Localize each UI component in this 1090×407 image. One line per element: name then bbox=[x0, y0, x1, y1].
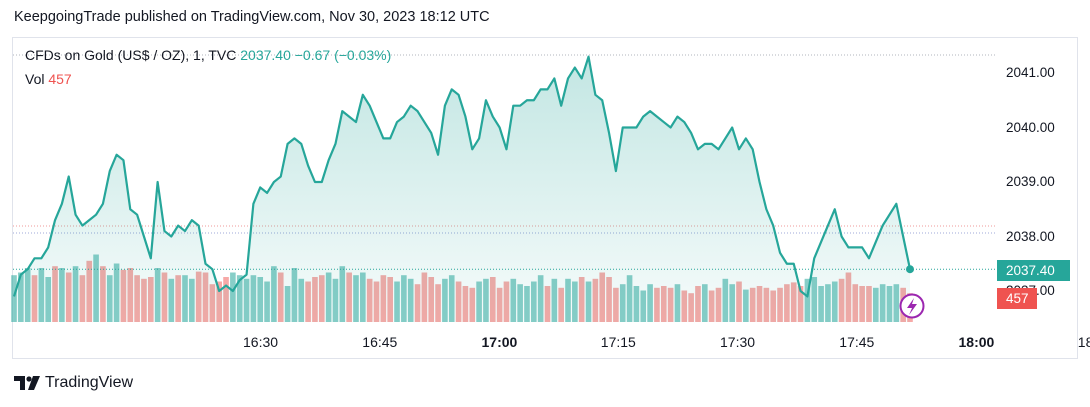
last-price-marker-group bbox=[906, 265, 914, 274]
x-tick-label: 16:45 bbox=[362, 334, 398, 350]
y-tick-label: 2039.00 bbox=[1006, 174, 1055, 189]
x-tick-label: 17:15 bbox=[600, 334, 636, 350]
volume-value: 457 bbox=[48, 71, 72, 87]
x-tick-label: 17:30 bbox=[720, 334, 756, 350]
y-tick-label: 2038.00 bbox=[1006, 228, 1055, 244]
last-price-badge: 2037.40 bbox=[997, 260, 1070, 281]
tradingview-logo-icon bbox=[14, 376, 40, 395]
price-change: −0.67 (−0.03%) bbox=[294, 47, 392, 63]
volume-label[interactable]: Vol bbox=[25, 71, 45, 87]
y-tick-label: 2040.00 bbox=[1006, 119, 1055, 135]
x-tick-label: 16:30 bbox=[243, 334, 279, 350]
volume-legend: Vol 457 bbox=[25, 71, 72, 87]
price-area-fill bbox=[14, 56, 910, 323]
x-tick-label: 17:00 bbox=[481, 334, 518, 350]
chart-frame bbox=[12, 37, 1078, 359]
symbol-name[interactable]: CFDs on Gold (US$ / OZ), 1, TVC bbox=[25, 47, 237, 63]
price-line bbox=[12, 55, 912, 298]
publish-caption: KeepgoingTrade published on TradingView.… bbox=[14, 9, 490, 25]
price-line-group bbox=[12, 55, 912, 298]
y-tick-label: 2041.00 bbox=[1006, 65, 1055, 80]
x-tick-label: 17:45 bbox=[839, 334, 875, 350]
x-tick-label: 18:00 bbox=[958, 334, 995, 350]
price-area bbox=[14, 56, 910, 323]
last-price: 2037.40 bbox=[240, 47, 291, 63]
tradingview-logo[interactable]: TradingView bbox=[14, 374, 133, 395]
alert-icon[interactable] bbox=[899, 293, 925, 319]
brand-name: TradingView bbox=[45, 374, 134, 391]
volume-badge: 457 bbox=[997, 288, 1037, 309]
symbol-legend: CFDs on Gold (US$ / OZ), 1, TVC 2037.40 … bbox=[25, 47, 391, 63]
last-price-marker bbox=[906, 265, 914, 274]
x-tick-label: 18:15 bbox=[1077, 334, 1090, 350]
